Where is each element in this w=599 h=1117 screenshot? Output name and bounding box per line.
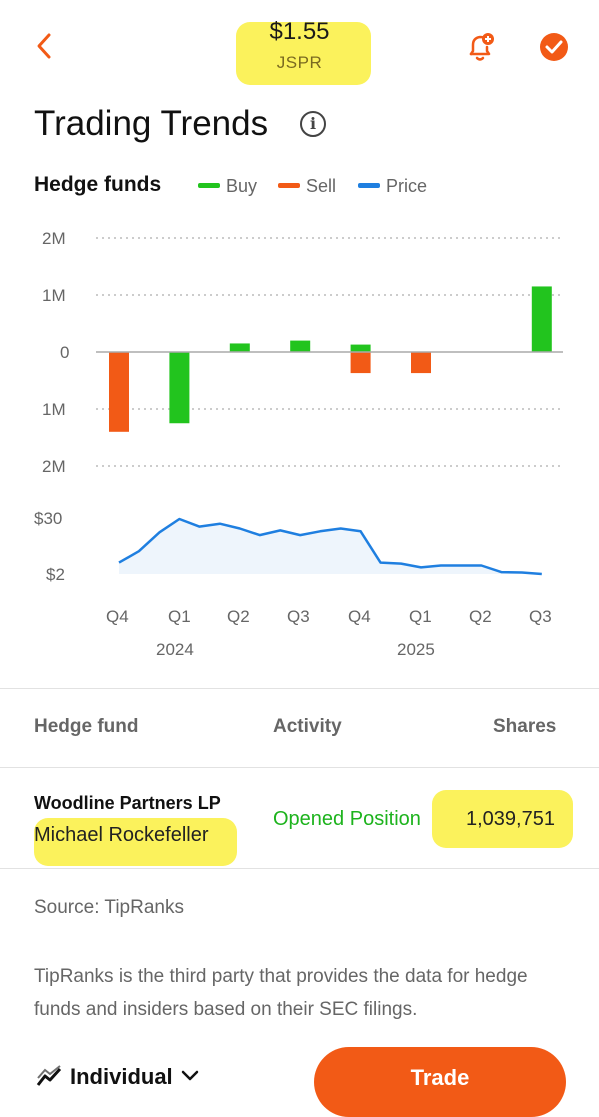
column-header-fund: Hedge fund xyxy=(34,716,139,737)
fund-activity: Opened Position xyxy=(273,808,421,830)
column-header-shares: Shares xyxy=(493,716,557,737)
disclaimer-text: TipRanks is the third party that provide… xyxy=(34,966,528,1020)
sell-bar xyxy=(411,352,431,374)
fund-manager: Michael Rockefeller xyxy=(34,824,209,846)
trend-chart-icon xyxy=(36,1065,62,1086)
buy-bar xyxy=(169,352,190,424)
divider xyxy=(0,767,599,768)
section-title: Hedge funds xyxy=(34,173,162,196)
bar-chart xyxy=(96,237,563,467)
chevron-left-icon[interactable] xyxy=(34,32,54,60)
buy-bar xyxy=(531,286,552,352)
source-text: Source: TipRanks xyxy=(34,897,184,918)
x-tick-label: Q3 xyxy=(529,607,552,626)
bell-plus-icon[interactable] xyxy=(466,32,496,64)
account-selector[interactable]: Individual xyxy=(36,1064,199,1090)
price-area xyxy=(119,519,542,574)
x-tick-label: Q3 xyxy=(287,607,310,626)
highlight-header xyxy=(236,22,371,85)
legend-label-sell: Sell xyxy=(306,176,337,196)
x-tick-label: Q2 xyxy=(227,607,250,626)
legend-swatch-buy xyxy=(198,183,220,188)
divider xyxy=(0,688,599,689)
column-header-activity: Activity xyxy=(273,716,342,737)
x-tick-label: Q2 xyxy=(469,607,492,626)
legend-label-buy: Buy xyxy=(226,176,258,196)
fund-shares: 1,039,751 xyxy=(466,808,555,830)
legend-label-price: Price xyxy=(386,176,428,196)
x-tick-label: Q1 xyxy=(409,607,432,626)
legend-swatch-price xyxy=(358,183,380,188)
price-chart xyxy=(118,517,542,576)
account-label: Individual xyxy=(70,1064,173,1089)
buy-bar xyxy=(350,344,371,352)
x-year-label: 2025 xyxy=(397,640,435,659)
page-title: Trading Trends xyxy=(34,104,269,143)
y-tick-label: 0 xyxy=(60,343,70,362)
buy-bar xyxy=(229,343,250,352)
y-tick-label: 2M xyxy=(42,229,66,248)
price-line xyxy=(118,517,542,576)
buy-bar xyxy=(290,340,311,352)
chevron-down-icon xyxy=(181,1070,198,1081)
sell-bar xyxy=(350,352,371,374)
price-tick-label: $30 xyxy=(34,509,63,528)
divider xyxy=(0,868,599,869)
trade-button[interactable]: Trade xyxy=(314,1047,566,1117)
fund-name[interactable]: Woodline Partners LP xyxy=(34,793,221,813)
x-tick-label: Q4 xyxy=(348,607,371,626)
header-price: $1.55 xyxy=(269,18,330,45)
highlight-manager xyxy=(34,818,237,866)
y-tick-label: 1M xyxy=(42,286,66,305)
price-tick-label: $2 xyxy=(46,565,65,584)
legend-swatch-sell xyxy=(278,183,300,188)
check-circle-icon[interactable] xyxy=(539,32,569,62)
y-tick-label: 2M xyxy=(42,457,66,476)
x-year-label: 2024 xyxy=(156,640,194,659)
sell-bar xyxy=(109,352,129,432)
x-tick-label: Q1 xyxy=(168,607,191,626)
y-tick-label: 1M xyxy=(42,400,66,419)
x-tick-label: Q4 xyxy=(106,607,129,626)
header-ticker: JSPR xyxy=(276,53,323,72)
info-icon[interactable]: i xyxy=(300,111,326,137)
highlight-shares xyxy=(432,790,573,848)
